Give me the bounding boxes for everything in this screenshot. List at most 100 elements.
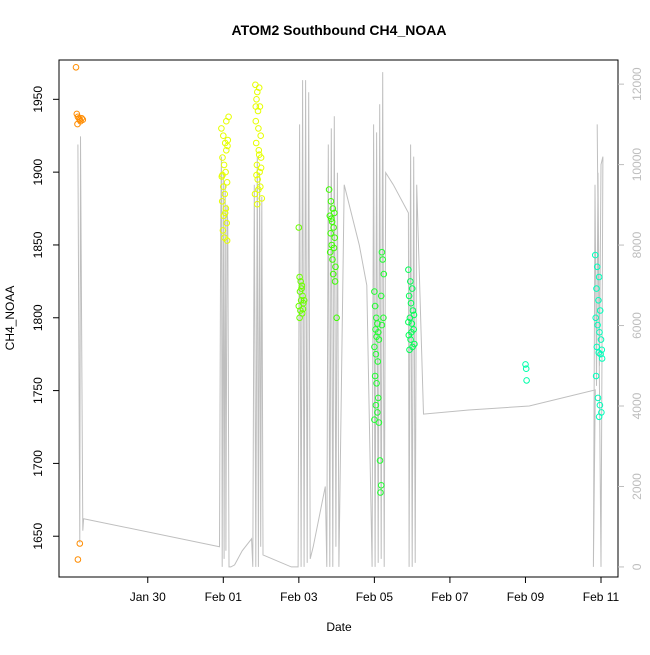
y-tick-label-3: 1800 [31, 304, 45, 331]
data-point-green-3-25 [378, 321, 386, 329]
data-point-yellow-late-2 [255, 84, 263, 91]
y2-tick-label-1: 2000 [630, 473, 644, 500]
data-point-yellow-late-6 [252, 117, 260, 125]
y-tick-label-2: 1750 [31, 377, 45, 404]
data-point-green-3-17 [375, 419, 383, 426]
data-point-orange-10 [74, 556, 82, 563]
data-point-yellow-late-20 [253, 171, 260, 179]
data-point-teal-1 [593, 263, 601, 271]
data-point-green-2-1 [327, 198, 335, 205]
data-point-green-2-11 [332, 263, 339, 271]
data-point-yellow-late-21 [257, 164, 265, 172]
data-point-yellow-late-23 [255, 186, 262, 193]
data-point-green-2-5 [330, 224, 337, 231]
data-point-green-3-19 [377, 482, 385, 489]
x-tick-label-5: Feb 09 [507, 590, 545, 604]
data-point-green-2-9 [330, 244, 338, 252]
data-point-teal-18 [595, 413, 603, 421]
data-point-teal-2 [595, 273, 603, 281]
y-tick-label-4: 1850 [31, 231, 45, 258]
data-point-yellow-early-3 [223, 147, 230, 154]
data-point-orange-7 [74, 120, 81, 128]
data-point-green-2-10 [329, 256, 336, 263]
data-point-green-1-14 [299, 305, 307, 313]
data-point-green-3-22 [379, 256, 387, 263]
data-point-teal-early-0 [522, 361, 529, 368]
data-point-green-3-15 [374, 409, 381, 416]
data-point-green-3-3 [374, 320, 381, 327]
data-point-yellow-early-0 [218, 125, 225, 132]
data-point-green-4-4 [407, 299, 415, 307]
data-point-green-1-0 [295, 224, 303, 231]
data-point-teal-16 [596, 401, 604, 409]
data-point-teal-10 [593, 343, 601, 351]
data-point-yellow-late-1 [253, 88, 261, 96]
data-point-green-2-13 [331, 278, 339, 285]
data-point-green-1-2 [297, 278, 305, 285]
data-point-green-3-8 [371, 343, 378, 351]
data-point-yellow-early-15 [219, 227, 227, 234]
data-point-teal-8 [596, 329, 603, 336]
data-point-teal-19 [598, 355, 606, 362]
data-point-green-1-11 [296, 314, 303, 322]
data-point-green-3-21 [378, 248, 386, 256]
x-tick-label-0: Jan 30 [130, 590, 166, 604]
data-point-green-3-14 [372, 401, 380, 409]
x-axis: Jan 30 Feb 01 Feb 03 Feb 05 Feb 07 Feb 09 Feb … [130, 577, 620, 604]
data-point-yellow-early-11 [218, 198, 226, 205]
data-point-teal-6 [592, 314, 600, 322]
data-point-green-3-10 [374, 358, 382, 365]
y-axis-label: CH4_NOAA [3, 286, 17, 351]
data-point-green-4-14 [408, 329, 415, 336]
data-point-green-3-13 [374, 394, 382, 402]
data-point-green-2-14 [328, 215, 335, 222]
y2-tick-label-5: 10000 [630, 148, 644, 182]
data-point-yellow-early-5 [220, 161, 228, 169]
data-point-orange-9 [76, 540, 84, 547]
data-point-green-2-6 [327, 230, 334, 237]
chart-title: ATOM2 Southbound CH4_NOAA [232, 22, 447, 38]
data-point-green-3-26 [380, 314, 387, 322]
data-point-green-4-5 [409, 307, 417, 314]
x-axis-label: Date [326, 620, 352, 634]
data-point-green-3-0 [371, 288, 378, 295]
data-point-green-3-1 [371, 302, 379, 310]
data-point-yellow-early-23 [224, 142, 231, 150]
data-point-green-3-7 [375, 336, 383, 343]
data-point-yellow-late-10 [255, 147, 263, 154]
data-point-yellow-late-3 [253, 96, 260, 103]
data-point-green-3-24 [377, 292, 385, 300]
data-point-green-2-12 [329, 270, 337, 278]
data-point-green-3-23 [380, 270, 388, 278]
data-point-yellow-late-19 [255, 151, 263, 158]
data-point-green-2-0 [325, 186, 333, 193]
data-point-green-4-12 [406, 346, 413, 354]
data-point-green-3-5 [374, 329, 382, 336]
data-point-yellow-early-14 [223, 219, 230, 227]
data-point-teal-early-2 [523, 377, 530, 384]
x-tick-label-3: Feb 05 [356, 590, 394, 604]
data-point-yellow-early-1 [220, 132, 227, 139]
data-point-yellow-late-9 [252, 139, 260, 147]
data-point-yellow-late-18 [253, 200, 261, 208]
y-tick-label-6: 1950 [31, 86, 45, 113]
data-point-orange-6 [78, 115, 85, 122]
data-point-yellow-early-4 [219, 154, 226, 161]
y-tick-label-0: 1650 [31, 523, 45, 550]
altitude-layer [77, 72, 604, 568]
x-tick-label-2: Feb 03 [280, 590, 318, 604]
data-point-yellow-early-17 [223, 237, 231, 244]
data-point-green-3-20 [377, 489, 384, 496]
x-tick-label-6: Feb 11 [583, 590, 620, 604]
data-point-green-4-0 [405, 266, 412, 274]
data-point-teal-13 [598, 346, 606, 354]
data-point-yellow-late-22 [252, 103, 260, 110]
data-point-yellow-late-8 [257, 132, 265, 139]
plot-frame [58, 59, 619, 578]
data-point-green-4-10 [407, 336, 414, 343]
y-tick-label-5: 1900 [31, 158, 45, 185]
y2-tick-label-4: 8000 [630, 231, 644, 258]
y2-tick-label-3: 6000 [630, 312, 644, 339]
data-point-green-4-7 [408, 320, 416, 327]
